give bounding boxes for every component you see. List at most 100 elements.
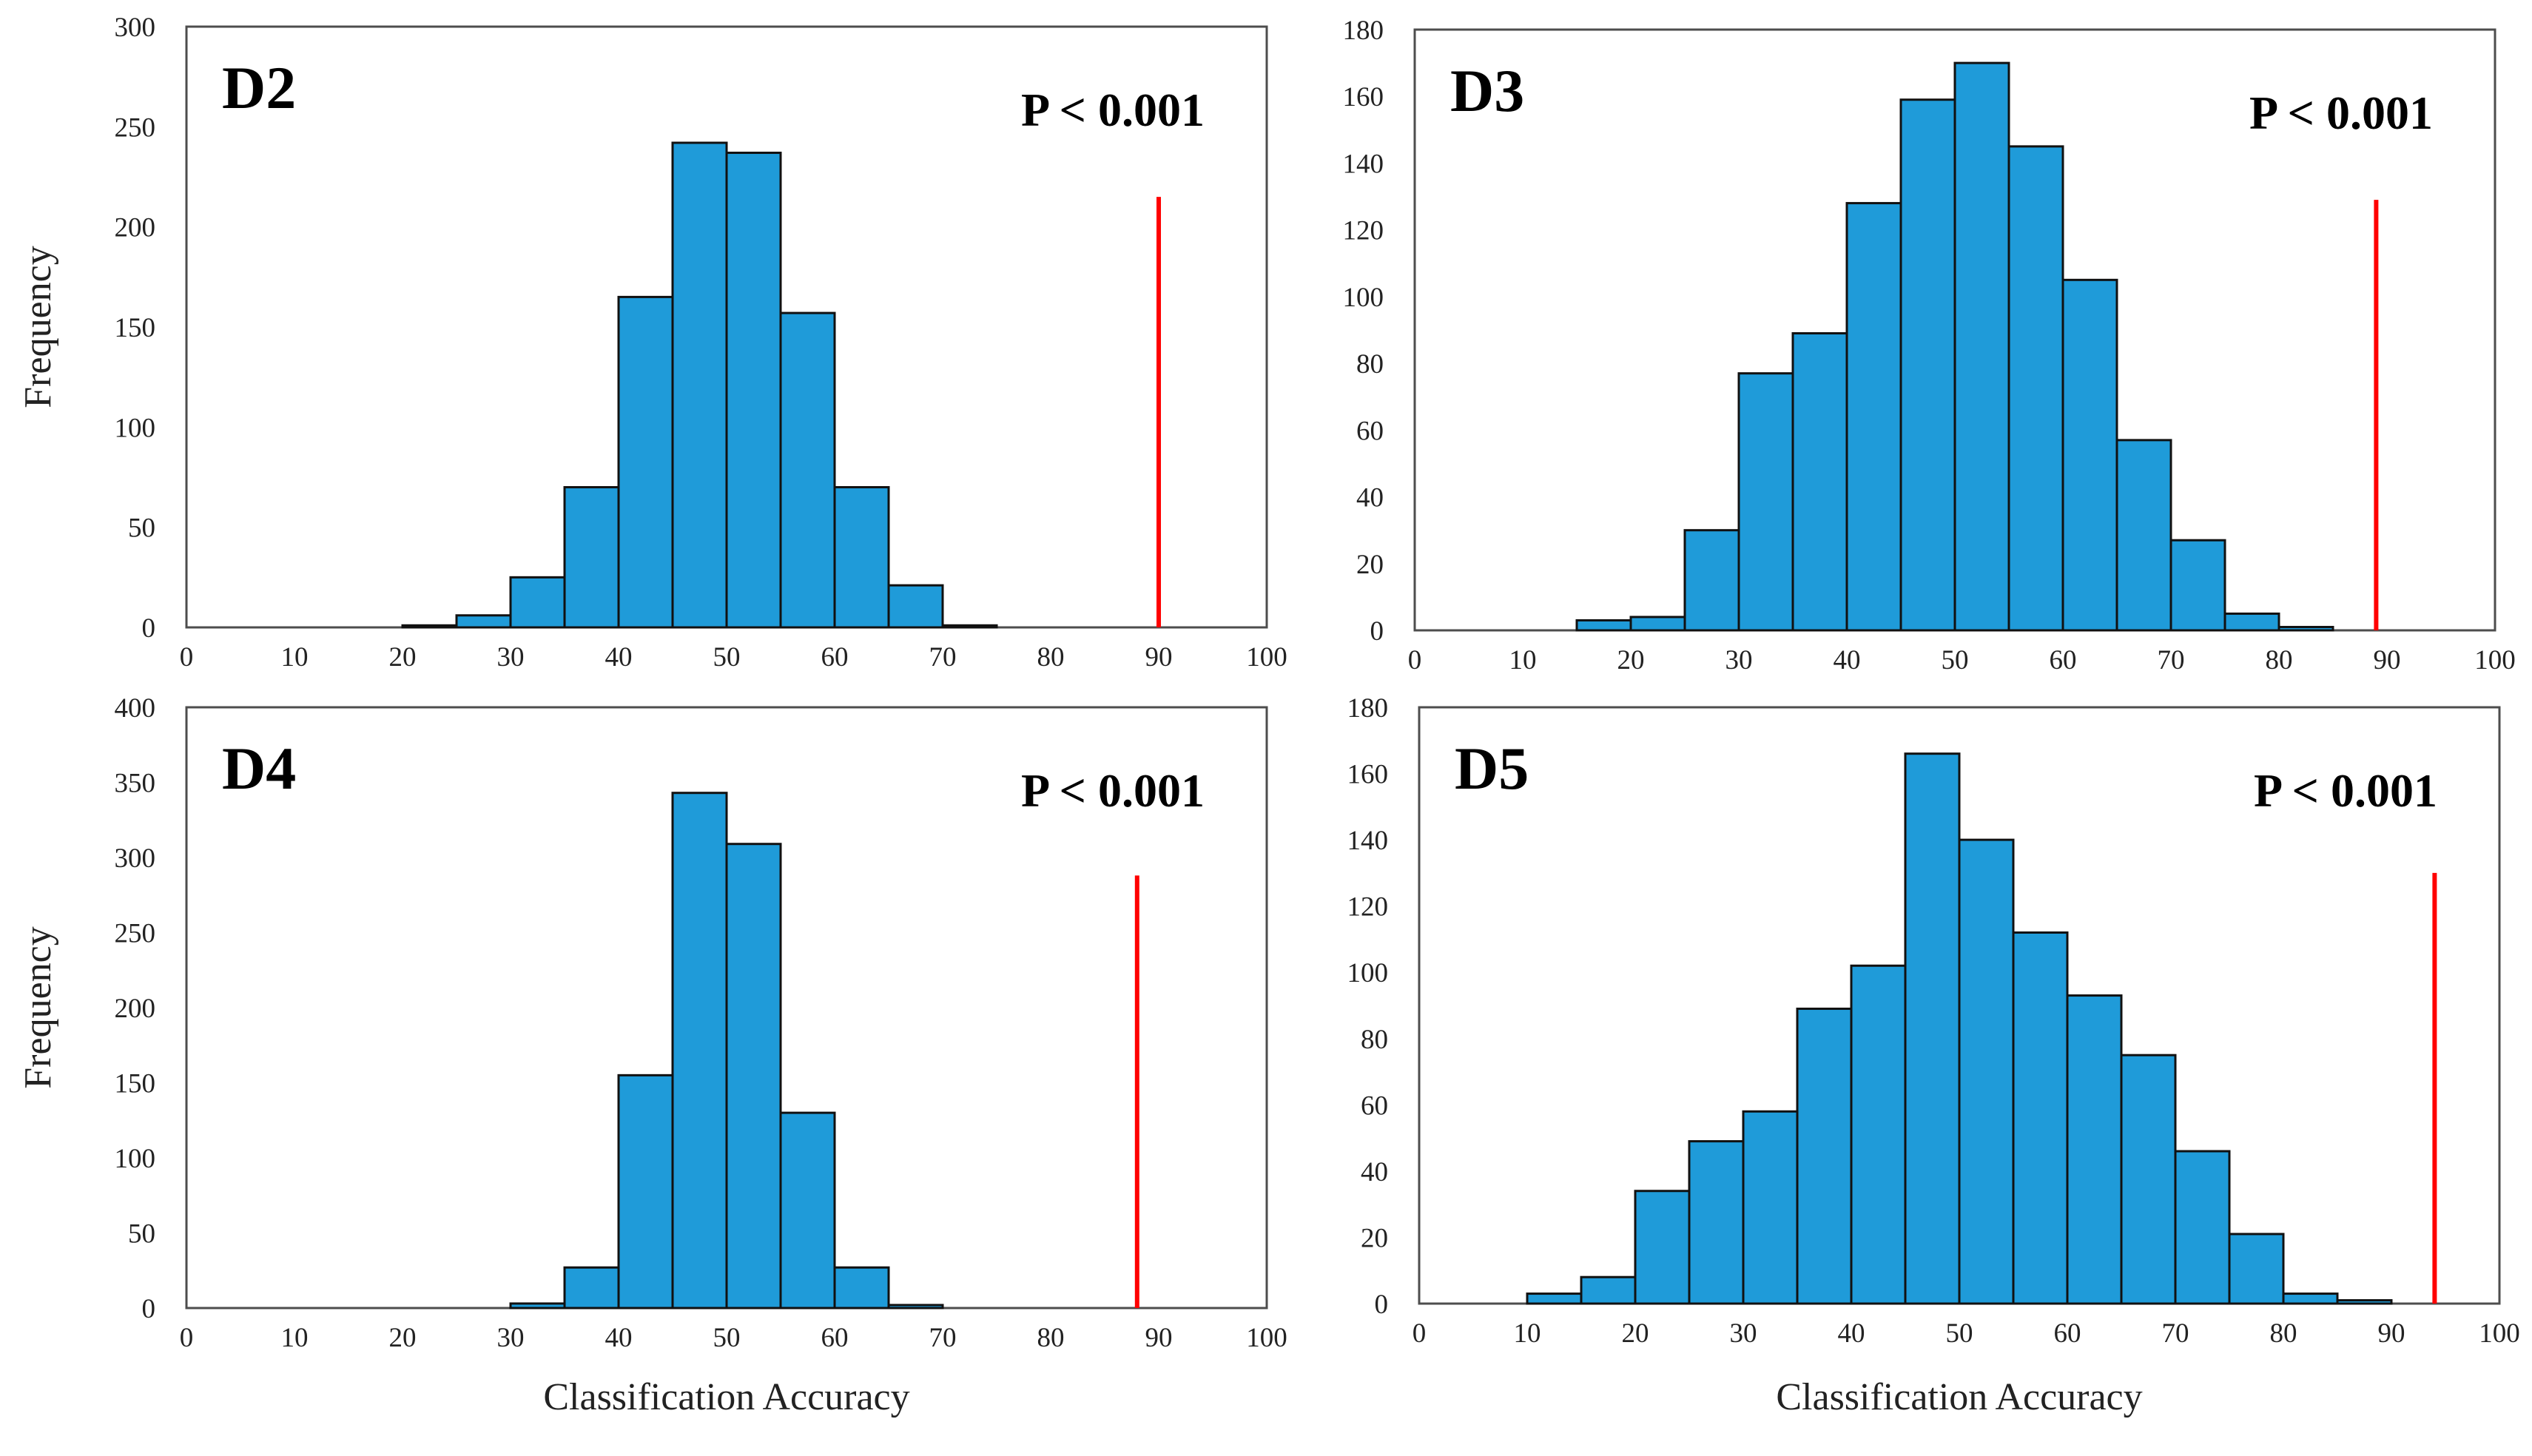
chart-panel-d2: 0 10 20 30 40 50 60 70 80 90 100 0 50 100 150 200 250 300…	[17, 13, 1287, 673]
y-tick-label: 0	[142, 1294, 156, 1324]
chart-panel-d5: 0 10 20 30 40 50 60 70 80 90 100 0 20 40 60 80 100 120 140…	[1347, 693, 2520, 1418]
histogram-bar	[2223, 612, 2280, 632]
x-tick-label: 60	[2050, 645, 2077, 675]
y-tick-label: 300	[115, 13, 156, 43]
histogram-bar	[2012, 931, 2069, 1305]
x-tick-label: 0	[1413, 1318, 1427, 1349]
p-value-annotation: P < 0.001	[1021, 764, 1205, 817]
x-tick-label: 50	[1942, 645, 1969, 675]
y-tick-label: 60	[1356, 416, 1384, 446]
x-tick-label: 20	[1617, 645, 1645, 675]
histogram-bar	[833, 1266, 890, 1310]
histogram-bar	[2115, 439, 2172, 632]
histogram-bar	[1629, 616, 1686, 632]
histogram-bar	[2174, 1150, 2231, 1305]
x-tick-label: 40	[605, 1323, 633, 1353]
y-tick-label: 400	[115, 693, 156, 724]
x-tick-label: 90	[1145, 642, 1173, 673]
x-tick-label: 60	[821, 1323, 849, 1353]
histogram-bar	[1904, 752, 1961, 1305]
histogram-bar	[671, 141, 728, 629]
y-axis-title: Frequency	[17, 246, 59, 408]
histogram-bar	[833, 486, 890, 629]
x-tick-label: 90	[2378, 1318, 2405, 1349]
y-tick-label: 180	[1347, 693, 1389, 724]
histogram-bar	[1796, 1007, 1853, 1305]
histogram-bar	[1634, 1190, 1691, 1305]
histogram-bar	[563, 1266, 620, 1310]
histogram-bar	[725, 843, 782, 1310]
y-tick-label: 120	[1347, 892, 1389, 923]
histogram-bar	[2169, 539, 2226, 632]
x-tick-label: 80	[1037, 642, 1065, 673]
histogram-bar	[2228, 1233, 2285, 1305]
y-tick-label: 250	[115, 112, 156, 143]
x-tick-label: 10	[281, 1323, 309, 1353]
histogram-bar	[2066, 994, 2123, 1305]
y-tick-label: 150	[115, 313, 156, 343]
histogram-bar	[1845, 202, 1902, 632]
x-tick-label: 80	[2270, 1318, 2297, 1349]
p-value-annotation: P < 0.001	[2249, 87, 2433, 139]
x-tick-label: 70	[2162, 1318, 2189, 1349]
x-axis-title: Classification Accuracy	[543, 1376, 909, 1418]
histogram-bar	[1742, 1110, 1799, 1305]
x-tick-label: 10	[281, 642, 309, 673]
y-tick-label: 140	[1347, 826, 1389, 856]
x-tick-label: 70	[929, 1323, 957, 1353]
histogram-bar	[2282, 1292, 2339, 1305]
y-tick-label: 20	[1356, 550, 1384, 580]
histogram-bar	[725, 152, 782, 629]
y-tick-label: 250	[115, 919, 156, 949]
y-tick-label: 80	[1361, 1025, 1388, 1055]
histogram-bar	[1958, 838, 2015, 1305]
histogram-bar	[1953, 61, 2010, 632]
y-tick-label: 160	[1347, 760, 1389, 790]
y-tick-label: 300	[115, 843, 156, 874]
x-axis-title: Classification Accuracy	[1776, 1376, 2142, 1418]
x-tick-label: 70	[929, 642, 957, 673]
p-value-annotation: P < 0.001	[2254, 764, 2437, 817]
y-tick-label: 50	[128, 513, 155, 544]
histogram-bar	[779, 1111, 836, 1310]
x-tick-label: 20	[389, 642, 417, 673]
histogram-bar	[509, 576, 566, 629]
x-tick-label: 60	[821, 642, 849, 673]
x-tick-label: 100	[2474, 645, 2516, 675]
y-tick-label: 0	[1375, 1290, 1389, 1320]
x-tick-label: 80	[1037, 1323, 1065, 1353]
x-tick-label: 30	[1730, 1318, 1757, 1349]
histogram-bar	[563, 486, 620, 629]
y-tick-label: 120	[1343, 216, 1384, 246]
y-tick-label: 20	[1361, 1223, 1388, 1253]
x-tick-label: 60	[2054, 1318, 2081, 1349]
x-tick-label: 50	[713, 642, 741, 673]
histogram-bar	[779, 311, 836, 629]
panel-title: D5	[1455, 735, 1529, 802]
y-tick-label: 200	[115, 213, 156, 243]
y-tick-label: 0	[1370, 616, 1384, 647]
x-tick-label: 100	[1246, 642, 1287, 673]
x-tick-label: 100	[1246, 1323, 1287, 1353]
y-tick-label: 150	[115, 1069, 156, 1099]
histogram-bar	[2120, 1054, 2177, 1305]
histogram-bar	[2277, 625, 2334, 632]
x-tick-label: 30	[1725, 645, 1753, 675]
x-tick-label: 20	[1622, 1318, 1649, 1349]
y-tick-label: 100	[115, 413, 156, 443]
y-tick-label: 160	[1343, 82, 1384, 112]
y-tick-label: 140	[1343, 149, 1384, 179]
histogram-bar	[1526, 1292, 1583, 1305]
x-tick-label: 70	[2158, 645, 2185, 675]
histogram-bar	[1683, 529, 1740, 632]
histogram-bar	[1850, 964, 1907, 1305]
panel-title: D2	[222, 54, 296, 121]
x-tick-label: 10	[1509, 645, 1537, 675]
x-tick-label: 0	[180, 1323, 194, 1353]
panel-title: D4	[222, 735, 296, 802]
x-tick-label: 50	[1946, 1318, 1973, 1349]
histogram-bar	[617, 295, 674, 629]
histogram-bar	[1791, 332, 1848, 632]
x-tick-label: 0	[180, 642, 194, 673]
